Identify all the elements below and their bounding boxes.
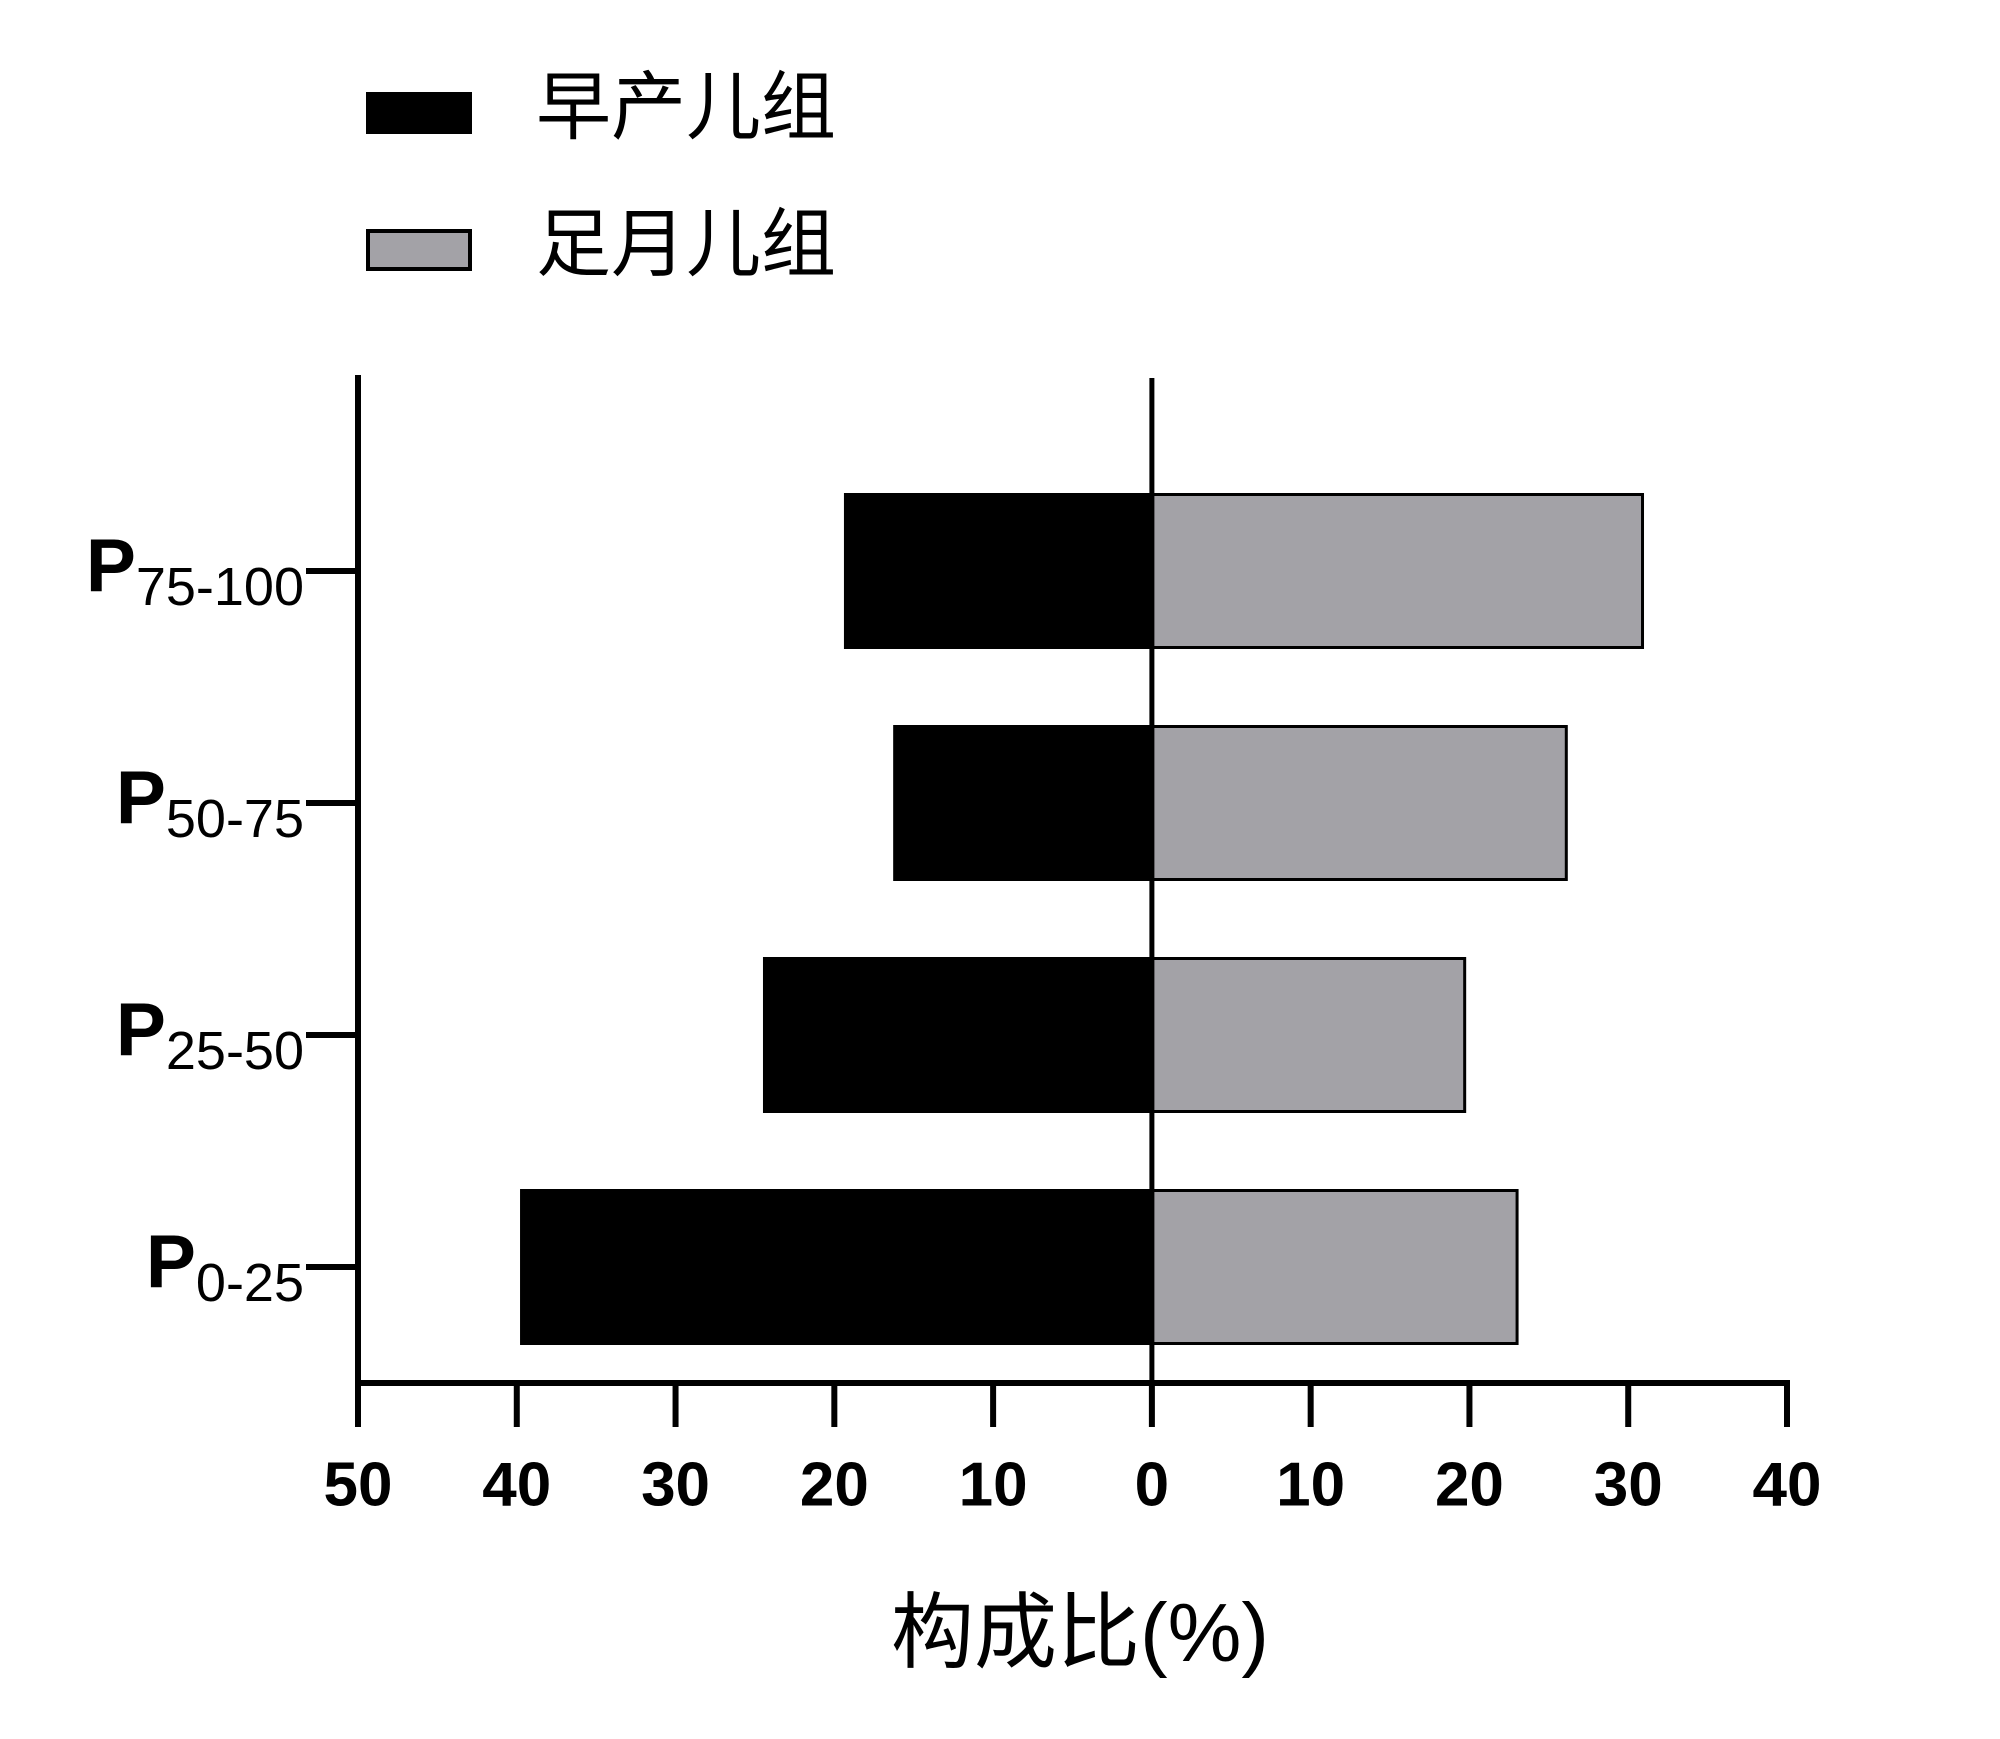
- bar: [1150, 957, 1467, 1113]
- x-tick-label: 10: [1276, 1450, 1345, 1519]
- bar: [1150, 493, 1645, 649]
- x-tick-label: 50: [324, 1450, 393, 1519]
- x-axis-label: 构成比(%): [891, 1586, 1269, 1679]
- x-tick-label: 10: [959, 1450, 1028, 1519]
- bar: [1150, 725, 1568, 881]
- x-tick-label: 40: [1753, 1450, 1822, 1519]
- y-tick-label: P0-25: [146, 1219, 304, 1313]
- bar: [893, 725, 1154, 881]
- bar: [762, 957, 1154, 1113]
- x-tick-label: 20: [1435, 1450, 1504, 1519]
- x-tick-label: 20: [800, 1450, 869, 1519]
- legend-swatch: [366, 229, 472, 271]
- y-tick-label: P75-100: [86, 523, 304, 617]
- x-tick-label: 40: [482, 1450, 551, 1519]
- y-tick-label: P25-50: [116, 987, 304, 1081]
- y-tick-label: P50-75: [116, 755, 304, 849]
- legend-swatch: [366, 92, 472, 134]
- legend-label: 早产儿组: [536, 65, 836, 149]
- bar: [843, 493, 1154, 649]
- x-tick-label: 30: [641, 1450, 710, 1519]
- x-tick-label: 0: [1135, 1450, 1169, 1519]
- x-tick-label: 30: [1594, 1450, 1663, 1519]
- bar: [520, 1189, 1154, 1345]
- bar: [1150, 1189, 1519, 1345]
- legend-label: 足月儿组: [536, 202, 836, 286]
